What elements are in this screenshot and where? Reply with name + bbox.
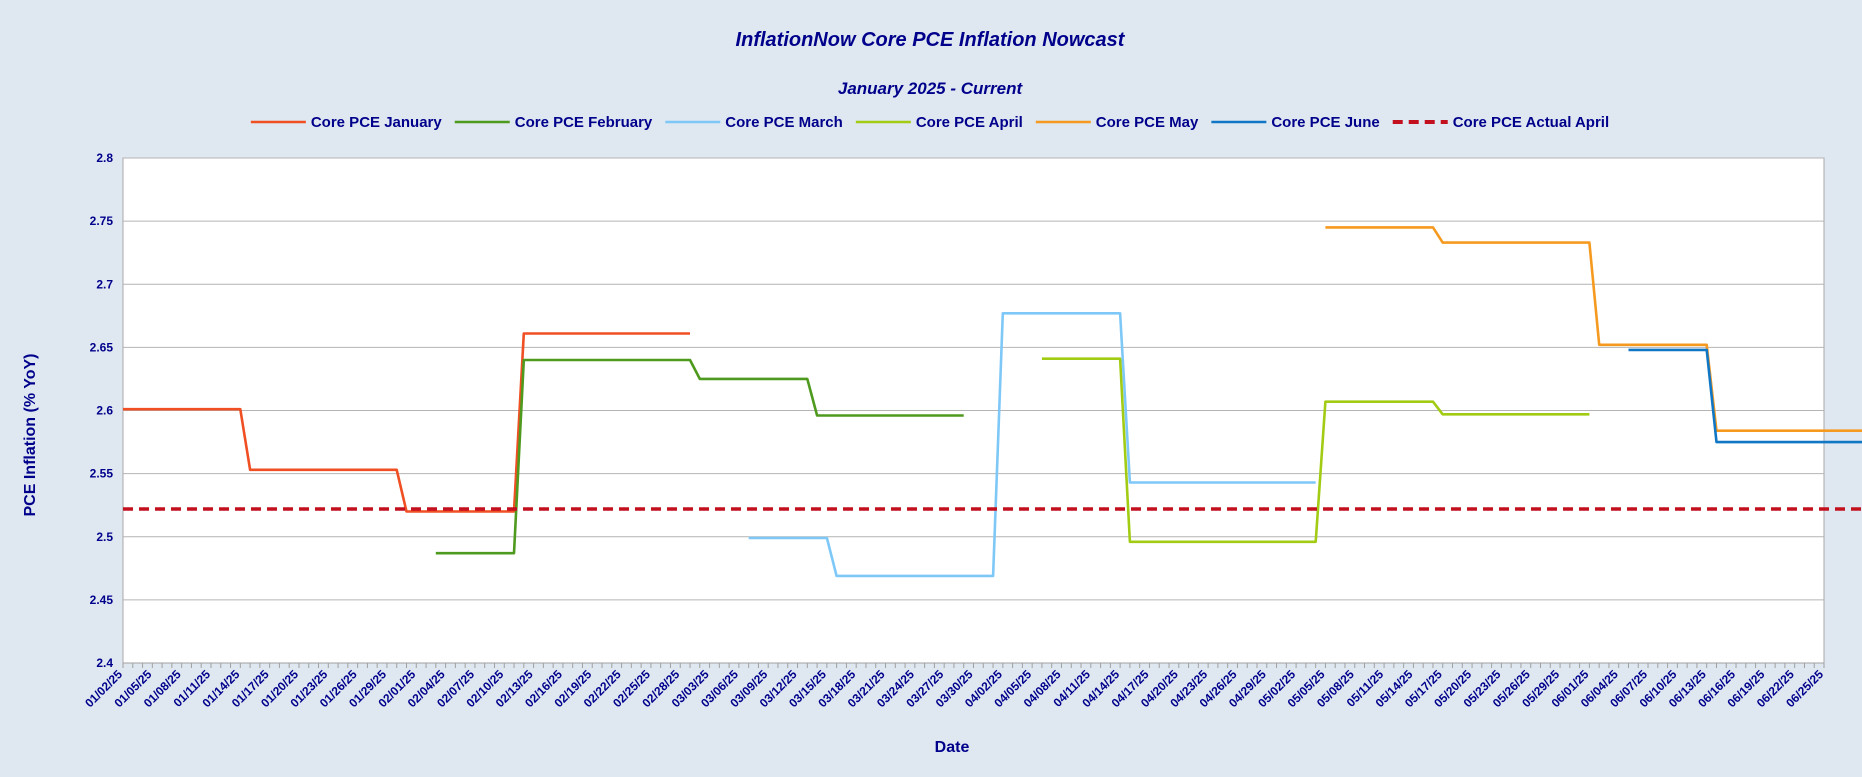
series-layer xyxy=(123,226,1862,578)
legend-label: Core PCE April xyxy=(916,114,1023,131)
y-tick-label: 2.75 xyxy=(90,214,114,228)
series-line-core-pce-march xyxy=(748,311,1316,578)
legend-label: Core PCE Actual April xyxy=(1453,114,1609,131)
legend-label: Core PCE June xyxy=(1271,114,1379,131)
y-tick-label: 2.45 xyxy=(90,593,114,607)
legend-label: Core PCE March xyxy=(725,114,843,131)
y-tick-label: 2.5 xyxy=(96,530,113,544)
y-tick-label: 2.8 xyxy=(96,151,113,165)
y-axis-title: PCE Inflation (% YoY) xyxy=(22,354,39,517)
series-line-core-pce-april xyxy=(1041,357,1590,544)
y-tick-label: 2.55 xyxy=(90,467,114,481)
series-line-core-pce-june xyxy=(1628,348,1862,444)
series-line-core-pce-january xyxy=(123,332,690,513)
x-axis: 01/02/2501/05/2501/08/2501/11/2501/14/25… xyxy=(82,662,1826,710)
y-tick-label: 2.6 xyxy=(96,404,113,418)
chart-subtitle: January 2025 - Current xyxy=(838,79,1024,98)
legend-label: Core PCE May xyxy=(1096,114,1199,131)
legend-label: Core PCE January xyxy=(311,114,443,131)
y-tick-label: 2.4 xyxy=(96,656,113,670)
legend-label: Core PCE February xyxy=(515,114,653,131)
y-tick-label: 2.7 xyxy=(96,277,113,291)
chart-title: InflationNow Core PCE Inflation Nowcast xyxy=(736,29,1126,51)
y-axis: 2.4 2.45 2.5 2.55 2.6 2.65 2.7 2.75 2.8 xyxy=(90,151,114,670)
y-tick-label: 2.65 xyxy=(90,340,114,354)
legend: Core PCE January Core PCE February Core PC… xyxy=(250,114,1609,131)
series-line-core-pce-february xyxy=(435,358,964,555)
x-axis-title: Date xyxy=(935,739,970,756)
